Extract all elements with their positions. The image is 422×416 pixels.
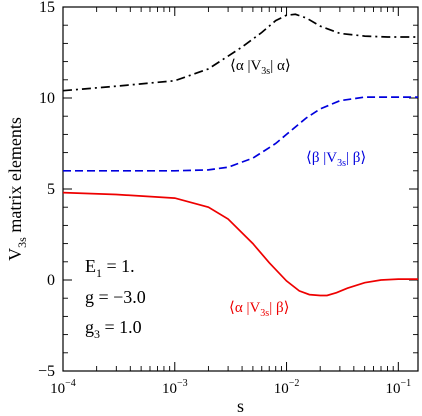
y-tick-label: 5	[47, 181, 55, 198]
chart-marks: 10−4 10−3 10−2 10−1 −5 0 5 10 15 s V3s matrix elem…	[5, 0, 419, 416]
x-tick-label: 10−3	[162, 378, 188, 397]
series-label-1: ⟨β |V3s| β⟩	[306, 150, 366, 169]
series-line-2	[62, 191, 418, 297]
g-annotation: g = −3.0	[85, 287, 146, 307]
y-axis-label: V3s matrix elements	[5, 117, 29, 261]
e1-annotation: E1 = 1.	[85, 256, 135, 280]
y-tick-label: −5	[38, 363, 55, 380]
x-tick-label: 10−2	[274, 378, 300, 397]
series-line-1	[63, 96, 418, 172]
series-label-0: ⟨α |V3s| α⟩	[230, 58, 291, 77]
g3-annotation: g3 = 1.0	[85, 317, 142, 341]
y-tick-label: 10	[39, 90, 55, 107]
x-tick-label: 10−4	[50, 378, 76, 397]
series-label-2: ⟨α |V3s| β⟩	[229, 300, 289, 319]
x-tick-label: 10−1	[385, 378, 411, 397]
y-tick-label: 15	[39, 0, 55, 16]
series-line-0	[62, 13, 418, 92]
x-axis-label: s	[237, 396, 244, 416]
y-tick-label: 0	[47, 272, 55, 289]
